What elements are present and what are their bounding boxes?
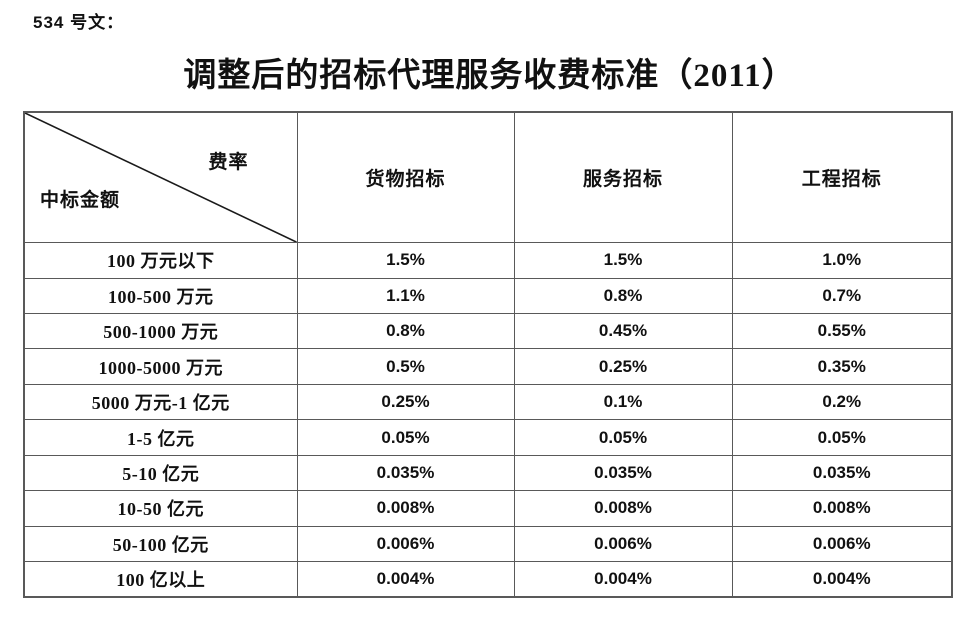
rate-cell: 0.008%	[513, 490, 733, 527]
rate-cell: 0.004%	[296, 561, 515, 598]
amount-range-cell: 50-100 亿元	[23, 525, 298, 563]
rate-cell: 0.004%	[513, 561, 733, 598]
rate-cell: 0.25%	[296, 383, 515, 421]
amount-range-cell: 100 亿以上	[23, 561, 298, 598]
amount-range-cell: 100-500 万元	[23, 277, 298, 314]
table-row: 1-5 亿元 0.05% 0.05% 0.05%	[23, 419, 953, 456]
rate-cell: 0.45%	[513, 312, 733, 350]
rate-cell: 1.0%	[731, 242, 953, 279]
rate-cell: 0.2%	[731, 383, 953, 421]
table-row: 5-10 亿元 0.035% 0.035% 0.035%	[23, 454, 953, 492]
amount-range-cell: 5000 万元-1 亿元	[23, 383, 298, 421]
rate-cell: 0.035%	[731, 454, 953, 492]
diagonal-divider-line	[25, 113, 297, 242]
doc-number-label: 534 号文：	[33, 13, 125, 32]
rate-cell: 0.8%	[513, 277, 733, 314]
column-header-engineering: 工程招标	[731, 111, 953, 244]
rate-cell: 0.035%	[296, 454, 515, 492]
rate-cell: 0.004%	[731, 561, 953, 598]
table-row: 100-500 万元 1.1% 0.8% 0.7%	[23, 277, 953, 314]
table-row: 10-50 亿元 0.008% 0.008% 0.008%	[23, 490, 953, 527]
rate-cell: 0.8%	[296, 312, 515, 350]
corner-label-amount: 中标金额	[40, 190, 121, 211]
table-row: 1000-5000 万元 0.5% 0.25% 0.35%	[23, 348, 953, 385]
amount-range-cell: 1000-5000 万元	[23, 348, 298, 385]
corner-header-cell: 费率 中标金额	[23, 111, 298, 244]
rate-cell: 1.5%	[513, 242, 733, 279]
amount-range-cell: 100 万元以下	[23, 242, 298, 279]
amount-range-cell: 10-50 亿元	[23, 490, 298, 527]
rate-cell: 0.05%	[731, 419, 953, 456]
amount-range-cell: 5-10 亿元	[23, 454, 298, 492]
amount-range-cell: 1-5 亿元	[23, 419, 298, 456]
rate-cell: 0.05%	[513, 419, 733, 456]
rate-cell: 0.006%	[513, 525, 733, 563]
column-header-services: 服务招标	[513, 111, 733, 244]
rate-cell: 0.05%	[296, 419, 515, 456]
rate-cell: 0.7%	[731, 277, 953, 314]
table-header-row: 费率 中标金额 货物招标 服务招标 工程招标	[23, 111, 953, 244]
table-row: 50-100 亿元 0.006% 0.006% 0.006%	[23, 525, 953, 563]
rate-cell: 0.006%	[296, 525, 515, 563]
fee-rate-table: 费率 中标金额 货物招标 服务招标 工程招标 100 万元以下 1.5% 1.5…	[23, 111, 953, 598]
table-row: 100 万元以下 1.5% 1.5% 1.0%	[23, 242, 953, 279]
table-row: 500-1000 万元 0.8% 0.45% 0.55%	[23, 312, 953, 350]
rate-cell: 0.35%	[731, 348, 953, 385]
rate-cell: 0.008%	[731, 490, 953, 527]
table-row: 100 亿以上 0.004% 0.004% 0.004%	[23, 561, 953, 598]
rate-cell: 0.5%	[296, 348, 515, 385]
rate-cell: 0.1%	[513, 383, 733, 421]
rate-cell: 0.55%	[731, 312, 953, 350]
table-row: 5000 万元-1 亿元 0.25% 0.1% 0.2%	[23, 383, 953, 421]
rate-cell: 0.006%	[731, 525, 953, 563]
rate-cell: 1.1%	[296, 277, 515, 314]
amount-range-cell: 500-1000 万元	[23, 312, 298, 350]
rate-cell: 0.008%	[296, 490, 515, 527]
corner-label-rate: 费率	[208, 152, 249, 173]
rate-cell: 1.5%	[296, 242, 515, 279]
rate-cell: 0.035%	[513, 454, 733, 492]
page-title: 调整后的招标代理服务收费标准（2011）	[183, 58, 796, 94]
rate-cell: 0.25%	[513, 348, 733, 385]
column-header-goods: 货物招标	[296, 111, 515, 244]
